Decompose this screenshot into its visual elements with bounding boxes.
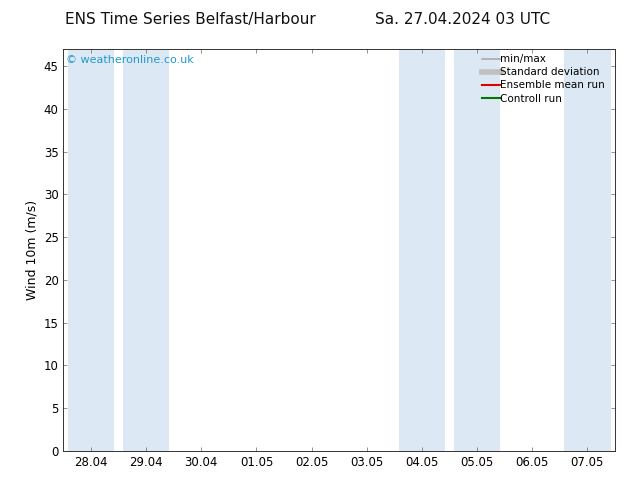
Bar xyxy=(454,49,500,451)
Text: Sa. 27.04.2024 03 UTC: Sa. 27.04.2024 03 UTC xyxy=(375,12,550,27)
Bar xyxy=(564,49,611,451)
Bar xyxy=(399,49,445,451)
Y-axis label: Wind 10m (m/s): Wind 10m (m/s) xyxy=(25,200,38,300)
Bar xyxy=(123,49,169,451)
Text: ENS Time Series Belfast/Harbour: ENS Time Series Belfast/Harbour xyxy=(65,12,316,27)
Text: © weatheronline.co.uk: © weatheronline.co.uk xyxy=(66,55,194,65)
Bar xyxy=(68,49,114,451)
Legend: min/max, Standard deviation, Ensemble mean run, Controll run: min/max, Standard deviation, Ensemble me… xyxy=(482,54,610,103)
